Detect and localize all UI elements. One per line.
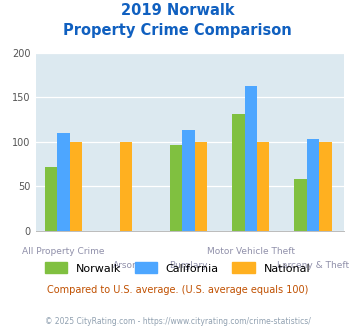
- Text: © 2025 CityRating.com - https://www.cityrating.com/crime-statistics/: © 2025 CityRating.com - https://www.city…: [45, 317, 310, 326]
- Legend: Norwalk, California, National: Norwalk, California, National: [40, 258, 315, 278]
- Bar: [45, 167, 58, 231]
- Text: Property Crime Comparison: Property Crime Comparison: [63, 23, 292, 38]
- Text: All Property Crime: All Property Crime: [22, 247, 105, 256]
- Text: 2019 Norwalk: 2019 Norwalk: [121, 3, 234, 18]
- Text: Motor Vehicle Theft: Motor Vehicle Theft: [207, 247, 295, 256]
- Bar: [170, 145, 182, 231]
- Bar: [294, 179, 307, 231]
- Bar: [195, 142, 207, 231]
- Text: Burglary: Burglary: [169, 261, 208, 270]
- Bar: [70, 142, 82, 231]
- Text: Compared to U.S. average. (U.S. average equals 100): Compared to U.S. average. (U.S. average …: [47, 285, 308, 295]
- Bar: [232, 114, 245, 231]
- Bar: [307, 139, 320, 231]
- Bar: [120, 142, 132, 231]
- Bar: [58, 133, 70, 231]
- Bar: [257, 142, 269, 231]
- Bar: [182, 130, 195, 231]
- Bar: [320, 142, 332, 231]
- Bar: [245, 86, 257, 231]
- Text: Arson: Arson: [113, 261, 139, 270]
- Text: Larceny & Theft: Larceny & Theft: [277, 261, 349, 270]
